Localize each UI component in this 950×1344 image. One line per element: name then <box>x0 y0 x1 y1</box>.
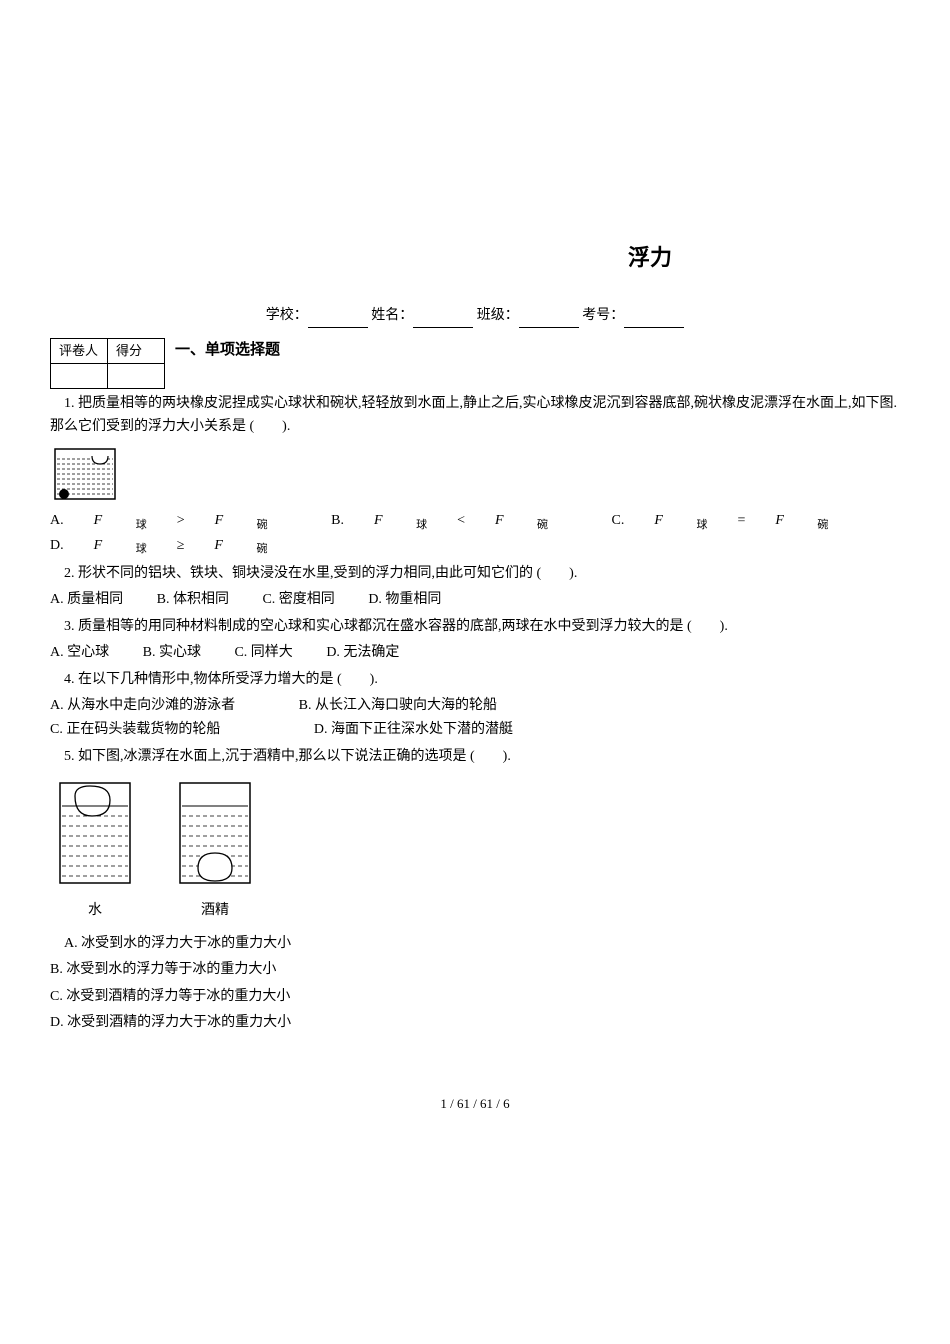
q1-options: A. F 球>F 碗 B. F 球<F 碗 C. F 球=F 碗 D. F 球≥… <box>50 510 900 559</box>
score-blank <box>108 364 165 389</box>
q4-opt-d: D. 海面下正往深水处下潜的潜艇 <box>314 719 513 741</box>
q4-options-row1: A. 从海水中走向沙滩的游泳者 B. 从长江入海口驶向大海的轮船 <box>50 695 900 717</box>
q4-options-row2: C. 正在码头装载货物的轮船 D. 海面下正往深水处下潜的潜艇 <box>50 719 900 741</box>
name-label: 姓名： <box>371 308 413 323</box>
q1-opt-d: D. F 球≥F 碗 <box>50 535 297 559</box>
section-1-heading: 一、单项选择题 <box>50 338 900 362</box>
q5-fig-water: 水 <box>50 778 140 923</box>
q2-opt-c: C. 密度相同 <box>262 589 334 611</box>
q5-opt-a: A. 冰受到水的浮力大于冰的重力大小 <box>50 933 900 955</box>
q4-opt-a: A. 从海水中走向沙滩的游泳者 <box>50 695 235 717</box>
question-2: 2. 形状不同的铝块、铁块、铜块浸没在水里,受到的浮力相同,由此可知它们的 ( … <box>50 563 900 585</box>
question-3: 3. 质量相等的用同种材料制成的空心球和实心球都沉在盛水容器的底部,两球在水中受… <box>50 616 900 638</box>
q5-opt-b: B. 冰受到水的浮力等于冰的重力大小 <box>50 959 900 981</box>
q5-alcohol-label: 酒精 <box>170 900 260 922</box>
class-label: 班级： <box>477 308 519 323</box>
q4-opt-b: B. 从长江入海口驶向大海的轮船 <box>299 695 497 717</box>
q1-opt-a: A. F 球>F 碗 <box>50 510 298 534</box>
q1-figure <box>50 444 900 504</box>
q4-opt-c: C. 正在码头装载货物的轮船 <box>50 719 220 741</box>
q3-opt-b: B. 实心球 <box>143 642 201 664</box>
name-blank <box>413 313 473 328</box>
q3-options: A. 空心球 B. 实心球 C. 同样大 D. 无法确定 <box>50 642 900 664</box>
school-blank <box>308 313 368 328</box>
q2-opt-d: D. 物重相同 <box>368 589 441 611</box>
q5-opt-d: D. 冰受到酒精的浮力大于冰的重力大小 <box>50 1012 900 1034</box>
q1-opt-b: B. F 球<F 碗 <box>331 510 578 534</box>
student-info-line: 学校： 姓名： 班级： 考号： <box>50 305 900 327</box>
question-1: 1. 把质量相等的两块橡皮泥捏成实心球状和碗状,轻轻放到水面上,静止之后,实心球… <box>50 393 900 438</box>
q3-opt-d: D. 无法确定 <box>326 642 399 664</box>
page-title: 浮力 <box>400 240 900 275</box>
q5-figures: 水 酒精 <box>50 778 900 923</box>
q2-opt-a: A. 质量相同 <box>50 589 123 611</box>
grader-cell: 评卷人 <box>51 338 108 364</box>
question-4: 4. 在以下几种情形中,物体所受浮力增大的是 ( ). <box>50 669 900 691</box>
q3-opt-c: C. 同样大 <box>234 642 292 664</box>
q2-options: A. 质量相同 B. 体积相同 C. 密度相同 D. 物重相同 <box>50 589 900 611</box>
school-label: 学校： <box>266 308 308 323</box>
q1-opt-c: C. F 球=F 碗 <box>612 510 859 534</box>
class-blank <box>519 313 579 328</box>
q5-water-label: 水 <box>50 900 140 922</box>
question-5: 5. 如下图,冰漂浮在水面上,沉于酒精中,那么以下说法正确的选项是 ( ). <box>50 746 900 768</box>
q3-opt-a: A. 空心球 <box>50 642 109 664</box>
page-footer: 1 / 61 / 61 / 6 <box>50 1094 900 1115</box>
grader-blank <box>51 364 108 389</box>
score-table: 评卷人 得分 <box>50 338 165 390</box>
score-cell: 得分 <box>108 338 165 364</box>
q5-opt-c: C. 冰受到酒精的浮力等于冰的重力大小 <box>50 986 900 1008</box>
q2-opt-b: B. 体积相同 <box>157 589 229 611</box>
q5-fig-alcohol: 酒精 <box>170 778 260 923</box>
examno-label: 考号： <box>582 308 624 323</box>
examno-blank <box>624 313 684 328</box>
